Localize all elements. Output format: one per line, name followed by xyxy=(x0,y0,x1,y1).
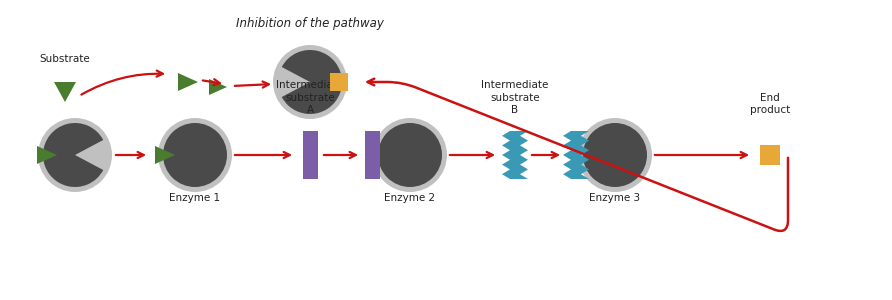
FancyArrowPatch shape xyxy=(450,152,492,158)
FancyBboxPatch shape xyxy=(365,131,380,179)
FancyArrowPatch shape xyxy=(202,79,219,85)
Circle shape xyxy=(578,118,652,192)
Text: Inhibition of the pathway: Inhibition of the pathway xyxy=(236,17,384,30)
Polygon shape xyxy=(209,79,227,95)
FancyArrowPatch shape xyxy=(655,152,747,158)
Circle shape xyxy=(38,118,112,192)
FancyArrowPatch shape xyxy=(532,152,558,158)
Circle shape xyxy=(378,123,442,187)
FancyBboxPatch shape xyxy=(760,145,780,165)
Circle shape xyxy=(583,123,647,187)
Polygon shape xyxy=(54,82,76,102)
Polygon shape xyxy=(502,131,528,179)
Text: Enzyme 3: Enzyme 3 xyxy=(590,193,640,203)
Circle shape xyxy=(273,45,347,119)
Circle shape xyxy=(158,118,232,192)
Text: Intermediate
substrate
B: Intermediate substrate B xyxy=(482,80,549,115)
Circle shape xyxy=(163,123,227,187)
Text: Intermediate
substrate
A: Intermediate substrate A xyxy=(277,80,343,115)
Text: End
product: End product xyxy=(750,93,790,115)
FancyArrowPatch shape xyxy=(324,152,356,158)
Polygon shape xyxy=(155,146,175,164)
FancyArrowPatch shape xyxy=(235,82,268,88)
Text: Enzyme 2: Enzyme 2 xyxy=(384,193,435,203)
Text: Substrate: Substrate xyxy=(39,54,90,64)
FancyArrowPatch shape xyxy=(116,152,144,158)
Text: Enzyme 1: Enzyme 1 xyxy=(169,193,220,203)
Wedge shape xyxy=(43,123,103,187)
FancyBboxPatch shape xyxy=(303,131,318,179)
FancyArrowPatch shape xyxy=(235,152,290,158)
Wedge shape xyxy=(282,50,342,114)
FancyArrowPatch shape xyxy=(81,70,162,94)
Circle shape xyxy=(373,118,447,192)
Polygon shape xyxy=(563,131,589,179)
Polygon shape xyxy=(178,73,198,91)
FancyBboxPatch shape xyxy=(330,73,348,91)
Polygon shape xyxy=(37,146,57,164)
FancyArrowPatch shape xyxy=(368,79,788,231)
